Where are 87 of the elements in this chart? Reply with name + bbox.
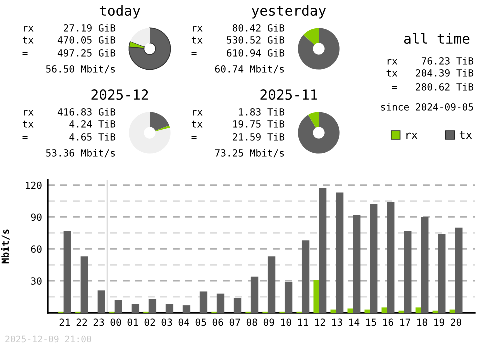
x-tick-label: 05 bbox=[196, 318, 206, 326]
text: = 497.25 GiB bbox=[22, 49, 116, 57]
text: since 2024-09-05 bbox=[381, 103, 474, 111]
x-tick-label: 20 bbox=[451, 318, 462, 326]
bar bbox=[234, 298, 242, 313]
bar bbox=[438, 234, 446, 313]
bar bbox=[370, 204, 378, 313]
bar bbox=[250, 276, 259, 313]
chart-title: 2025-11 bbox=[260, 90, 318, 100]
chart-title: today bbox=[100, 5, 140, 19]
text: tx 19.75 TiB bbox=[192, 120, 285, 128]
y-axis-title: Mbit/s bbox=[1, 230, 10, 264]
chart-title: 2025-12 bbox=[92, 90, 148, 100]
bar bbox=[132, 304, 140, 313]
x-tick-label: 04 bbox=[178, 318, 190, 326]
text: rx 1.83 TiB bbox=[193, 108, 285, 116]
text: rx 80.42 GiB bbox=[193, 24, 285, 32]
bar bbox=[314, 280, 319, 313]
x-tick-label: 17 bbox=[400, 318, 410, 326]
x-tick-label: 08 bbox=[246, 318, 258, 326]
bar bbox=[404, 231, 412, 313]
text: = 21.59 TiB bbox=[192, 133, 285, 141]
bar bbox=[382, 308, 388, 313]
text: 60.74 Mbit/s bbox=[215, 65, 284, 74]
legend-label: tx bbox=[460, 131, 472, 140]
y-tick-label: 120 bbox=[26, 182, 42, 190]
bar bbox=[302, 240, 310, 313]
bar bbox=[455, 228, 463, 313]
y-tick-label: 60 bbox=[31, 246, 42, 254]
y-tick-label: 90 bbox=[31, 214, 42, 222]
text: rx 416.83 GiB bbox=[24, 108, 116, 116]
text: 56.50 Mbit/s bbox=[46, 65, 116, 74]
bar bbox=[421, 217, 429, 313]
bar bbox=[268, 256, 276, 313]
bar bbox=[166, 304, 174, 313]
text: = 4.65 TiB bbox=[22, 133, 116, 141]
bar bbox=[387, 202, 395, 313]
x-tick-label: 01 bbox=[128, 318, 138, 326]
x-tick-label: 23 bbox=[94, 318, 104, 326]
bar bbox=[336, 192, 344, 313]
x-tick-label: 13 bbox=[332, 318, 342, 326]
x-tick-label: 09 bbox=[264, 318, 274, 326]
text: 53.36 Mbit/s bbox=[46, 149, 116, 158]
x-tick-label: 11 bbox=[298, 318, 308, 326]
x-tick-label: 14 bbox=[350, 318, 360, 326]
x-tick-label: 00 bbox=[110, 318, 122, 326]
x-tick-label: 15 bbox=[366, 318, 376, 326]
text: tx 204.39 TiB bbox=[386, 69, 474, 77]
x-tick-label: 07 bbox=[230, 318, 240, 326]
bar bbox=[200, 292, 208, 313]
x-tick-label: 12 bbox=[316, 318, 326, 326]
x-tick-label: 22 bbox=[76, 318, 88, 326]
text: 73.25 Mbit/s bbox=[215, 149, 284, 158]
text: tx 4.24 TiB bbox=[22, 120, 116, 128]
bar bbox=[450, 310, 456, 313]
bar bbox=[416, 308, 422, 313]
bar bbox=[114, 300, 123, 313]
text: = 280.62 TiB bbox=[392, 83, 474, 91]
x-tick-label: 18 bbox=[418, 318, 428, 326]
text: all time bbox=[404, 33, 470, 44]
text: rx 76.23 TiB bbox=[388, 57, 474, 65]
bar bbox=[148, 299, 157, 313]
text: tx 530.52 GiB bbox=[192, 36, 285, 44]
bar bbox=[216, 294, 225, 313]
bar bbox=[64, 231, 72, 313]
bar bbox=[284, 282, 293, 313]
bar bbox=[364, 310, 370, 313]
x-tick-label: 06 bbox=[212, 318, 224, 326]
x-tick-label: 10 bbox=[281, 318, 292, 326]
x-tick-label: 21 bbox=[60, 318, 70, 326]
text: tx 470.05 GiB bbox=[22, 36, 116, 44]
bar bbox=[80, 256, 88, 313]
x-tick-label: 02 bbox=[144, 318, 156, 326]
x-tick-label: 03 bbox=[162, 318, 172, 326]
text: = 610.94 GiB bbox=[192, 49, 285, 57]
x-tick-label: 19 bbox=[434, 318, 444, 326]
bar bbox=[353, 215, 361, 313]
y-tick-label: 30 bbox=[31, 278, 42, 285]
bar bbox=[348, 308, 354, 313]
bar bbox=[319, 188, 327, 313]
legend-label: rx bbox=[406, 132, 418, 140]
bar bbox=[182, 306, 191, 313]
bar bbox=[330, 310, 336, 313]
chart-title: yesterday bbox=[252, 5, 326, 19]
text: rx 27.19 GiB bbox=[24, 24, 116, 32]
bar bbox=[98, 290, 106, 313]
x-tick-label: 16 bbox=[384, 318, 394, 326]
